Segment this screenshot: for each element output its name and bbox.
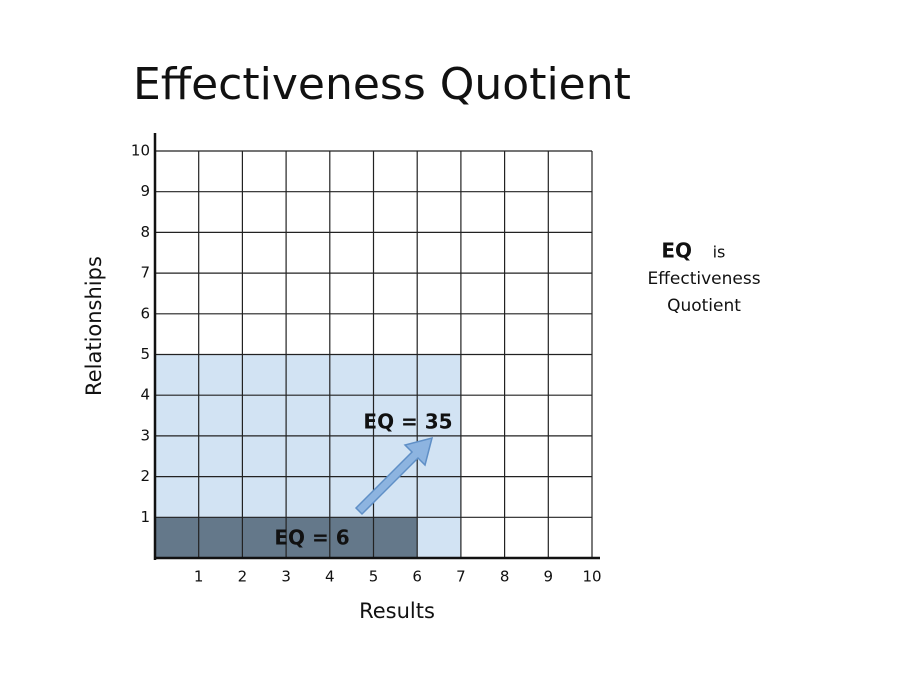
x-axis-label: Results — [359, 599, 435, 623]
x-tick-label: 5 — [369, 568, 379, 586]
region-label: EQ = 35 — [363, 410, 452, 434]
y-tick-label: 6 — [140, 304, 150, 322]
x-tick-label: 10 — [582, 568, 601, 586]
arrow — [354, 436, 434, 516]
y-axis-label: Relationships — [82, 256, 106, 396]
note-term: EQ — [661, 239, 692, 263]
y-tick-label: 7 — [140, 264, 150, 282]
x-tick-label: 4 — [325, 568, 335, 586]
chart-title: Effectiveness Quotient — [133, 59, 631, 110]
y-tick-label: 9 — [140, 182, 150, 200]
x-tick-label: 9 — [544, 568, 554, 586]
x-tick-label: 1 — [194, 568, 204, 586]
x-tick-label: 6 — [412, 568, 422, 586]
x-tick-label: 2 — [238, 568, 248, 586]
note-text: is — [713, 243, 726, 262]
y-tick-label: 4 — [140, 386, 150, 404]
y-tick-label: 2 — [140, 467, 150, 485]
region-label: EQ = 6 — [274, 526, 349, 550]
y-tick-label: 5 — [140, 345, 150, 363]
y-tick-label: 1 — [140, 508, 150, 526]
y-tick-label: 3 — [140, 426, 150, 444]
x-tick-label: 8 — [500, 568, 510, 586]
note-line: Effectiveness — [647, 269, 760, 289]
y-tick-label: 10 — [131, 142, 150, 160]
x-tick-label: 7 — [456, 568, 466, 586]
y-tick-label: 8 — [140, 223, 150, 241]
note-line: Quotient — [667, 296, 741, 316]
plot: 1 2 3 4 5 6 7 8 9 10 1 2 3 4 5 6 7 8 9 10 — [131, 133, 602, 586]
overlay: EQ = 35 EQ = 6 — [274, 410, 452, 550]
x-tick-label: 3 — [281, 568, 291, 586]
